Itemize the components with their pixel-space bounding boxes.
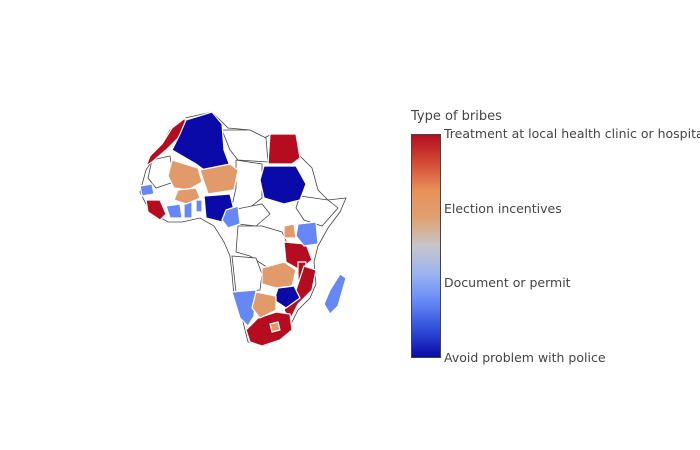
country-sierra-leone[interactable] (145, 199, 167, 221)
country-madagascar[interactable] (323, 273, 347, 315)
ethiopia-border (295, 195, 339, 227)
country-botswana[interactable] (251, 291, 277, 319)
mauritania-border (147, 155, 175, 189)
country-namibia[interactable] (231, 289, 257, 327)
country-burkina-faso[interactable] (173, 187, 201, 205)
country-cameroon[interactable] (221, 205, 241, 229)
country-niger[interactable] (199, 163, 239, 195)
country-sudan[interactable] (259, 165, 307, 205)
country-zambia[interactable] (261, 261, 297, 289)
country-benin[interactable] (195, 199, 203, 213)
country-egypt[interactable] (267, 133, 301, 165)
country-kenya[interactable] (295, 221, 319, 247)
country-burundi[interactable] (283, 223, 297, 239)
country-lesotho[interactable] (269, 321, 281, 333)
country-senegal[interactable] (139, 183, 155, 197)
country-liberia[interactable] (165, 203, 183, 219)
colorbar (411, 134, 441, 358)
legend-title: Type of bribes (411, 109, 502, 124)
angola-border (231, 255, 263, 293)
